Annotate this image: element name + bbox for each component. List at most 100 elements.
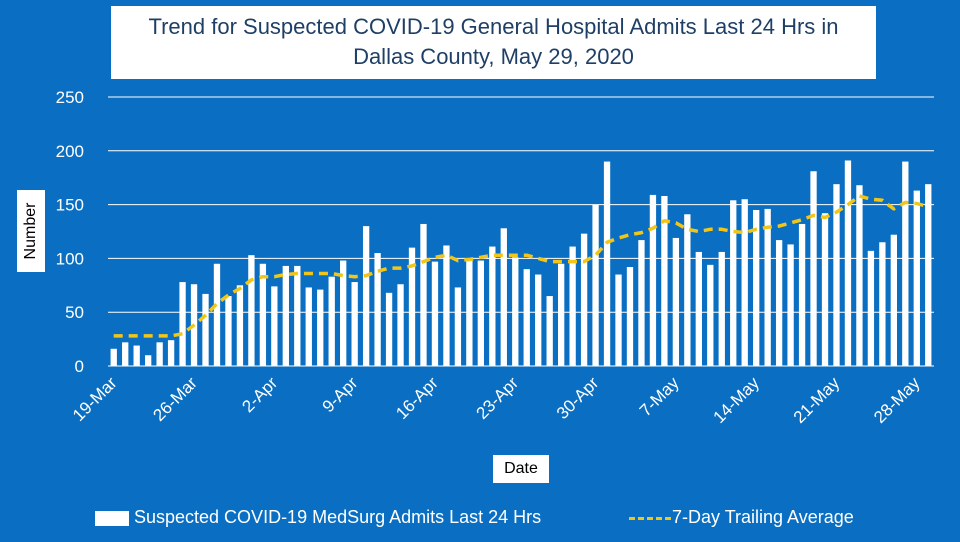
bar bbox=[741, 199, 748, 366]
bar bbox=[603, 161, 611, 366]
bar bbox=[913, 190, 920, 366]
x-tick-label: 23-Apr bbox=[473, 373, 523, 423]
bar bbox=[580, 233, 588, 366]
bar bbox=[821, 213, 829, 366]
bar bbox=[810, 171, 817, 366]
trailing-average-line bbox=[113, 194, 929, 338]
bar bbox=[833, 184, 840, 366]
bar bbox=[844, 160, 852, 366]
bar bbox=[535, 274, 542, 366]
bar bbox=[294, 265, 301, 366]
x-tick-label: 21-May bbox=[790, 373, 844, 427]
chart-title-line-2: Dallas County, May 29, 2020 bbox=[353, 44, 634, 69]
bar bbox=[707, 264, 714, 366]
bar bbox=[454, 287, 462, 366]
bar bbox=[317, 289, 324, 366]
bar bbox=[213, 263, 221, 366]
bar bbox=[615, 274, 622, 366]
bar bbox=[271, 286, 278, 366]
bar bbox=[879, 242, 886, 366]
chart-title-line-1: Trend for Suspected COVID-19 General Hos… bbox=[148, 14, 839, 39]
y-tick-label: 250 bbox=[56, 88, 84, 107]
bar bbox=[110, 348, 117, 366]
bar bbox=[890, 234, 898, 366]
bar bbox=[466, 260, 473, 366]
bar bbox=[512, 257, 519, 366]
x-tick-label: 2-Apr bbox=[238, 373, 281, 416]
bar bbox=[408, 247, 416, 366]
bar bbox=[282, 265, 289, 366]
x-tick-label: 7-May bbox=[636, 373, 683, 420]
x-axis-label: Date bbox=[493, 455, 549, 483]
bar bbox=[787, 244, 794, 366]
bar bbox=[592, 204, 599, 366]
legend-bar-label: Suspected COVID-19 MedSurg Admits Last 2… bbox=[134, 507, 542, 527]
legend: Suspected COVID-19 MedSurg Admits Last 2… bbox=[0, 506, 960, 532]
bar bbox=[856, 185, 863, 366]
bar bbox=[397, 284, 404, 366]
y-axis-label: Number bbox=[22, 202, 39, 260]
x-tick-label: 14-May bbox=[709, 373, 763, 427]
bar bbox=[420, 223, 427, 366]
bar bbox=[374, 253, 381, 366]
y-tick-label: 200 bbox=[56, 142, 84, 161]
chart-title: Trend for Suspected COVID-19 General Hos… bbox=[111, 6, 876, 79]
y-axis-label-box bbox=[17, 190, 45, 272]
bar bbox=[798, 223, 806, 366]
bar bbox=[259, 263, 267, 366]
x-tick-label: 16-Apr bbox=[392, 373, 442, 423]
bar bbox=[672, 237, 680, 366]
bar bbox=[133, 345, 140, 366]
legend-line-swatch bbox=[629, 517, 671, 520]
bar bbox=[925, 184, 932, 366]
bar bbox=[902, 161, 909, 366]
bar bbox=[523, 269, 530, 366]
bar bbox=[202, 293, 209, 366]
bar bbox=[477, 260, 485, 366]
bar bbox=[362, 226, 370, 366]
bar bbox=[638, 240, 645, 366]
bar bbox=[867, 250, 875, 366]
bar bbox=[443, 245, 450, 366]
x-tick-label: 30-Apr bbox=[553, 373, 603, 423]
bar bbox=[248, 255, 255, 366]
bar bbox=[695, 251, 702, 366]
bar bbox=[569, 246, 576, 366]
bar bbox=[156, 342, 163, 366]
bar bbox=[764, 208, 771, 366]
y-tick-label: 0 bbox=[75, 357, 84, 376]
y-tick-label: 150 bbox=[56, 196, 84, 215]
bar bbox=[385, 292, 393, 366]
x-tick-label: 19-Mar bbox=[69, 373, 121, 425]
bar bbox=[546, 296, 553, 366]
bar bbox=[144, 355, 152, 366]
bar bbox=[500, 228, 507, 366]
bar bbox=[718, 251, 725, 366]
bar bbox=[730, 200, 737, 366]
bar bbox=[340, 260, 347, 366]
bar bbox=[753, 209, 760, 366]
bar bbox=[167, 340, 175, 366]
bar bbox=[431, 261, 439, 366]
bar bbox=[225, 296, 232, 366]
legend-line-label: 7-Day Trailing Average bbox=[672, 507, 854, 527]
bar bbox=[236, 285, 244, 366]
x-tick-label: 26-Mar bbox=[149, 373, 201, 425]
y-tick-label: 50 bbox=[65, 303, 84, 322]
bar bbox=[661, 195, 668, 366]
bar bbox=[305, 287, 312, 366]
y-tick-label: 100 bbox=[56, 249, 84, 268]
bar bbox=[179, 282, 186, 366]
bar bbox=[328, 276, 335, 366]
legend-bar-swatch bbox=[95, 511, 129, 526]
bar bbox=[351, 282, 358, 366]
bar bbox=[775, 240, 783, 366]
bar bbox=[122, 342, 129, 366]
bar bbox=[626, 267, 634, 366]
x-tick-label: 9-Apr bbox=[319, 373, 362, 416]
bar bbox=[557, 263, 565, 366]
bar bbox=[649, 194, 657, 366]
bar bbox=[684, 214, 691, 366]
